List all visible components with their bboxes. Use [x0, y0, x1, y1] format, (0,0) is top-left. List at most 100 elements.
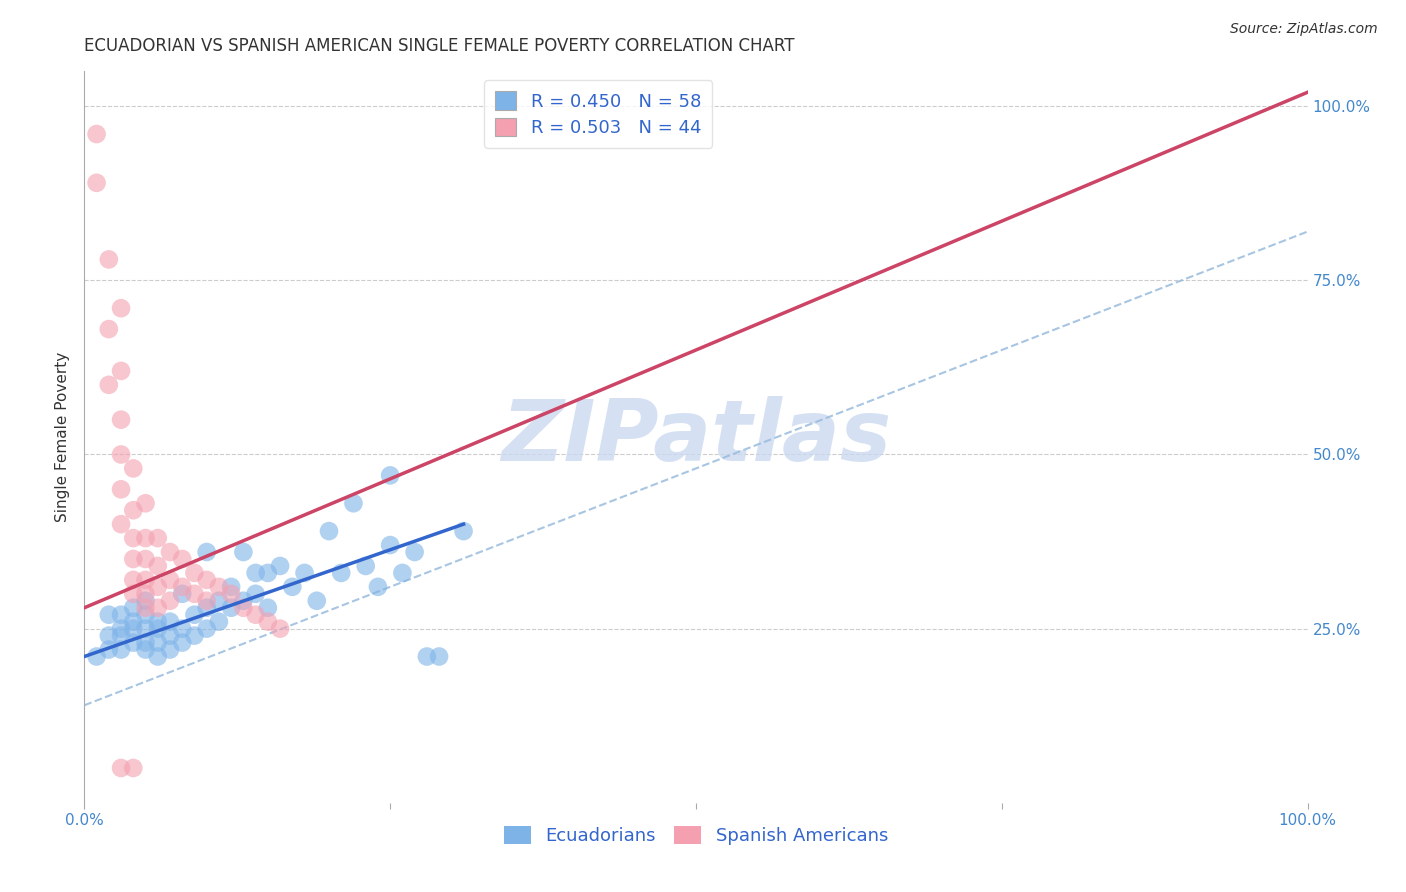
- Point: [404, 545, 426, 559]
- Point: [219, 600, 242, 615]
- Point: [146, 558, 169, 573]
- Point: [232, 594, 254, 608]
- Point: [97, 642, 120, 657]
- Point: [208, 580, 231, 594]
- Point: [208, 615, 231, 629]
- Point: [135, 635, 157, 649]
- Point: [146, 531, 169, 545]
- Point: [245, 587, 267, 601]
- Point: [110, 642, 132, 657]
- Point: [135, 607, 157, 622]
- Point: [159, 573, 181, 587]
- Point: [86, 176, 108, 190]
- Point: [172, 635, 194, 649]
- Point: [257, 566, 280, 580]
- Point: [354, 558, 377, 573]
- Point: [453, 524, 475, 538]
- Point: [86, 127, 108, 141]
- Point: [135, 573, 157, 587]
- Point: [232, 545, 254, 559]
- Point: [380, 538, 402, 552]
- Legend: Ecuadorians, Spanish Americans: Ecuadorians, Spanish Americans: [496, 819, 896, 852]
- Point: [391, 566, 413, 580]
- Point: [172, 587, 194, 601]
- Point: [110, 364, 132, 378]
- Point: [135, 622, 157, 636]
- Point: [110, 517, 132, 532]
- Point: [159, 594, 181, 608]
- Point: [172, 552, 194, 566]
- Point: [135, 496, 157, 510]
- Point: [110, 761, 132, 775]
- Point: [146, 622, 169, 636]
- Text: ZIPatlas: ZIPatlas: [501, 395, 891, 479]
- Point: [122, 552, 145, 566]
- Point: [219, 580, 242, 594]
- Point: [146, 615, 169, 629]
- Text: ECUADORIAN VS SPANISH AMERICAN SINGLE FEMALE POVERTY CORRELATION CHART: ECUADORIAN VS SPANISH AMERICAN SINGLE FE…: [84, 37, 794, 54]
- Point: [245, 607, 267, 622]
- Point: [342, 496, 364, 510]
- Point: [97, 377, 120, 392]
- Point: [110, 448, 132, 462]
- Point: [367, 580, 389, 594]
- Point: [122, 600, 145, 615]
- Point: [159, 615, 181, 629]
- Point: [195, 622, 218, 636]
- Point: [97, 607, 120, 622]
- Point: [318, 524, 340, 538]
- Point: [122, 761, 145, 775]
- Point: [294, 566, 316, 580]
- Point: [122, 622, 145, 636]
- Point: [195, 600, 218, 615]
- Point: [305, 594, 328, 608]
- Point: [110, 412, 132, 426]
- Point: [110, 629, 132, 643]
- Point: [135, 531, 157, 545]
- Point: [110, 622, 132, 636]
- Point: [135, 594, 157, 608]
- Point: [195, 573, 218, 587]
- Point: [183, 566, 205, 580]
- Point: [195, 594, 218, 608]
- Text: Source: ZipAtlas.com: Source: ZipAtlas.com: [1230, 22, 1378, 37]
- Point: [159, 545, 181, 559]
- Point: [146, 649, 169, 664]
- Point: [183, 587, 205, 601]
- Point: [232, 600, 254, 615]
- Point: [257, 600, 280, 615]
- Point: [219, 587, 242, 601]
- Point: [122, 587, 145, 601]
- Point: [122, 573, 145, 587]
- Point: [330, 566, 353, 580]
- Point: [183, 607, 205, 622]
- Point: [269, 622, 291, 636]
- Point: [122, 531, 145, 545]
- Point: [146, 635, 169, 649]
- Point: [281, 580, 304, 594]
- Point: [135, 552, 157, 566]
- Point: [97, 322, 120, 336]
- Point: [208, 594, 231, 608]
- Point: [135, 587, 157, 601]
- Point: [416, 649, 439, 664]
- Point: [110, 483, 132, 497]
- Point: [135, 642, 157, 657]
- Point: [86, 649, 108, 664]
- Point: [195, 545, 218, 559]
- Point: [122, 635, 145, 649]
- Point: [245, 566, 267, 580]
- Point: [159, 642, 181, 657]
- Point: [427, 649, 450, 664]
- Point: [97, 252, 120, 267]
- Point: [97, 629, 120, 643]
- Y-axis label: Single Female Poverty: Single Female Poverty: [55, 352, 70, 522]
- Point: [257, 615, 280, 629]
- Point: [146, 580, 169, 594]
- Point: [135, 600, 157, 615]
- Point: [172, 580, 194, 594]
- Point: [380, 468, 402, 483]
- Point: [110, 301, 132, 316]
- Point: [183, 629, 205, 643]
- Point: [172, 622, 194, 636]
